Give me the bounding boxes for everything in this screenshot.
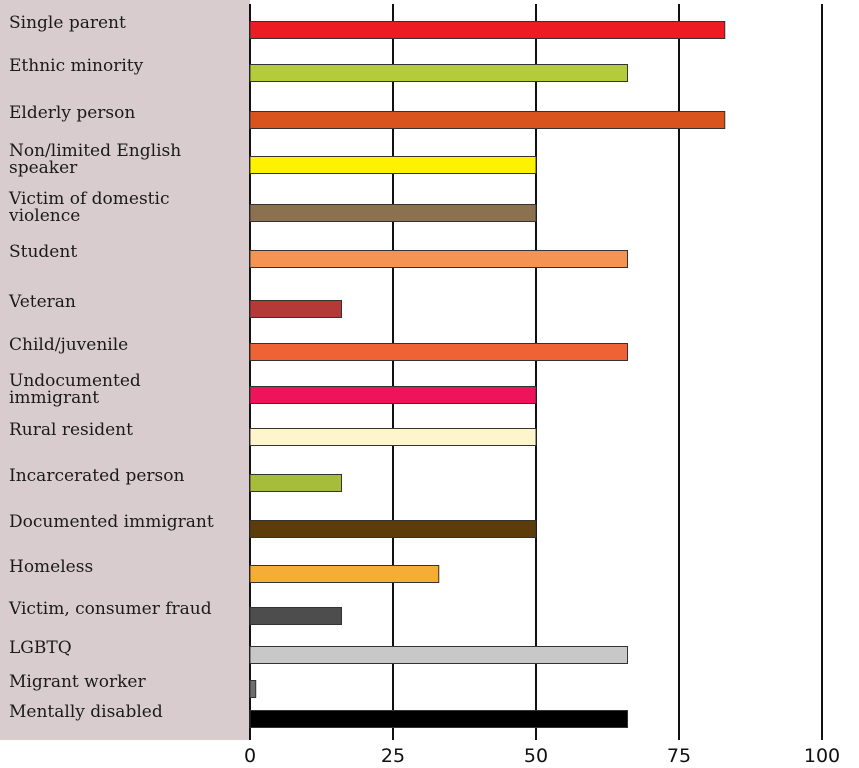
bar-rural-resident (249, 428, 537, 446)
category-label: Single parent (9, 13, 126, 33)
category-label: Rural resident (9, 420, 133, 440)
bar-documented-immigrant (249, 520, 537, 538)
bar-elderly-person (249, 111, 726, 129)
x-tick-label: 25 (381, 745, 405, 767)
category-label: Homeless (9, 557, 93, 577)
category-label: Victim of domestic violence (8, 189, 169, 226)
category-labels: Single parent Ethnic minority Elderly pers… (8, 13, 214, 722)
category-label-panel (0, 0, 250, 740)
x-tick-label: 50 (524, 745, 548, 767)
x-tick-label: 0 (244, 745, 256, 767)
category-label: LGBTQ (9, 638, 72, 658)
category-label: Migrant worker (9, 672, 146, 692)
bar-student (249, 250, 629, 268)
category-label: Victim, consumer fraud (8, 599, 212, 619)
bar-homeless (249, 565, 440, 583)
category-label: Veteran (8, 292, 76, 312)
category-label: Undocumented immigrant (9, 371, 141, 408)
x-tick-label: 100 (804, 745, 840, 767)
bar-victim-consumer-fraud (249, 607, 343, 625)
bar-non-limited-english-speaker (249, 156, 537, 174)
category-label: Student (9, 242, 77, 262)
category-label: Mentally disabled (9, 702, 163, 722)
bar-mentally-disabled (249, 710, 629, 728)
category-label: Elderly person (9, 103, 135, 123)
bar-single-parent (249, 21, 726, 39)
bar-undocumented-immigrant (249, 386, 537, 404)
category-label: Child/juvenile (9, 335, 128, 355)
bar-victim-of-domestic-violence (249, 204, 537, 222)
category-label: Documented immigrant (9, 512, 214, 532)
bar-veteran (249, 300, 343, 318)
category-label: Non/limited English speaker (9, 141, 181, 178)
bar-ethnic-minority (249, 64, 629, 82)
bar-migrant-worker (249, 680, 257, 698)
bar-child-juvenile (249, 343, 629, 361)
x-axis-ticks: 0 25 50 75 100 (244, 745, 840, 767)
bar-lgbtq (249, 646, 629, 664)
category-label: Incarcerated person (9, 466, 184, 486)
category-label: Ethnic minority (9, 56, 144, 76)
x-tick-label: 75 (667, 745, 691, 767)
bars (249, 21, 726, 728)
bar-incarcerated-person (249, 474, 343, 492)
